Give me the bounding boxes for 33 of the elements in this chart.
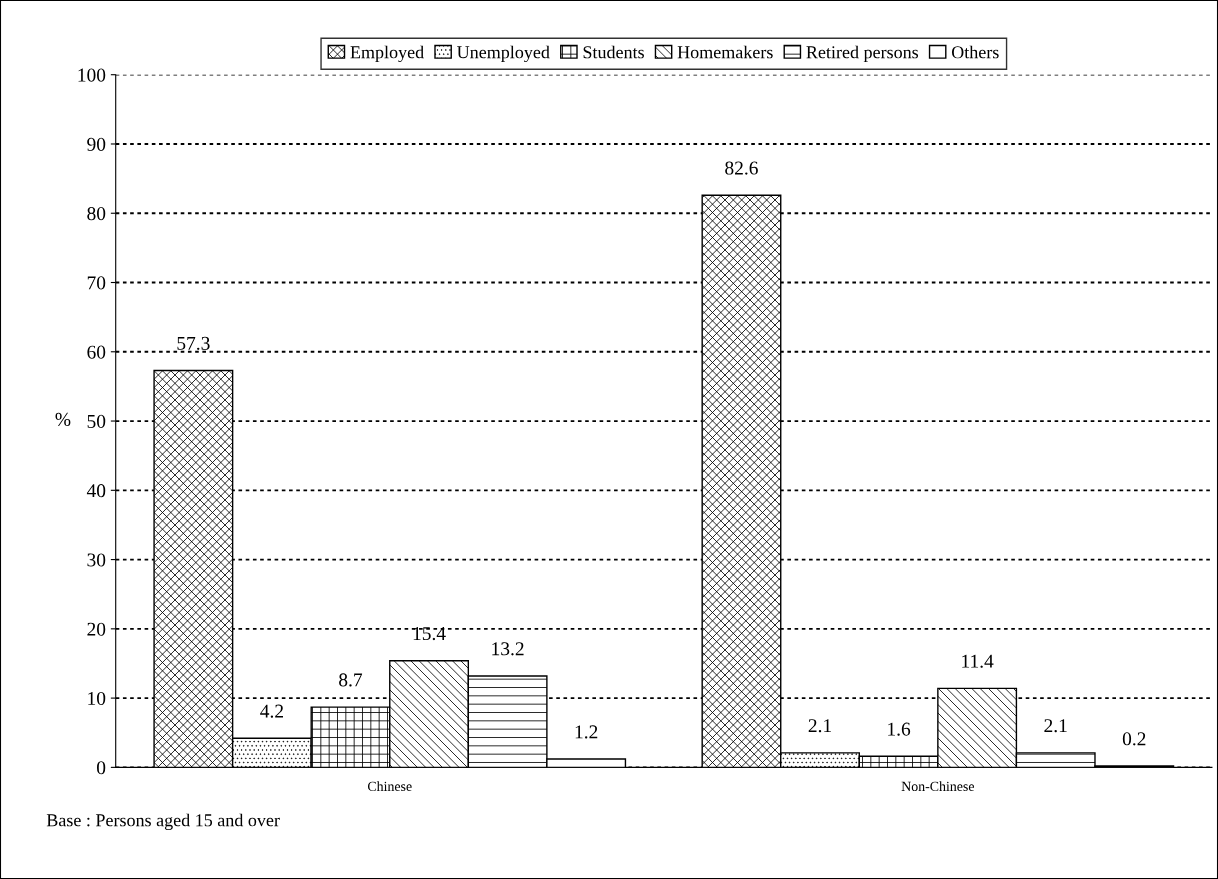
y-tick-label: 100 [78, 68, 106, 82]
y-tick-label: 90 [87, 137, 106, 151]
legend-label: Students [583, 45, 644, 59]
y-tick-label: 30 [87, 553, 106, 567]
legend-label: Homemakers [677, 45, 773, 59]
y-tick-label: 80 [87, 207, 106, 221]
data-label: 82.6 [725, 161, 758, 175]
data-label: 4.2 [260, 704, 283, 718]
data-label: 2.1 [1044, 719, 1067, 733]
legend-label: Others [951, 45, 999, 59]
text: Base : Persons aged 15 and over [46, 813, 280, 831]
legend-label: Retired persons [806, 45, 919, 63]
y-tick-label: 70 [87, 276, 106, 290]
x-tick-label: Chinese [367, 781, 412, 792]
data-label: 15.4 [413, 627, 446, 641]
y-tick-label: 10 [88, 691, 106, 706]
data-label: 1.6 [888, 722, 911, 736]
x-tick-label: Non-Chinese [901, 781, 975, 792]
data-label: 1.2 [575, 725, 598, 739]
y-tick-label: 20 [87, 622, 106, 636]
legend-label: Employed [350, 45, 424, 63]
data-label: 2.1 [808, 719, 831, 733]
data-label: 13.2 [492, 642, 524, 656]
data-label: 11.4 [962, 654, 994, 668]
data-label: 8.7 [339, 673, 363, 687]
legend-label: Unemployed [457, 45, 550, 63]
data-label: 0.2 [1122, 732, 1146, 746]
y-tick-label: 60 [87, 345, 106, 359]
y-tick-label: 0 [97, 761, 106, 775]
y-tick-label: 40 [86, 484, 106, 498]
data-label: 57.3 [177, 336, 210, 350]
y-tick-label: 50 [87, 414, 106, 428]
y-axis-title: % [55, 412, 71, 426]
